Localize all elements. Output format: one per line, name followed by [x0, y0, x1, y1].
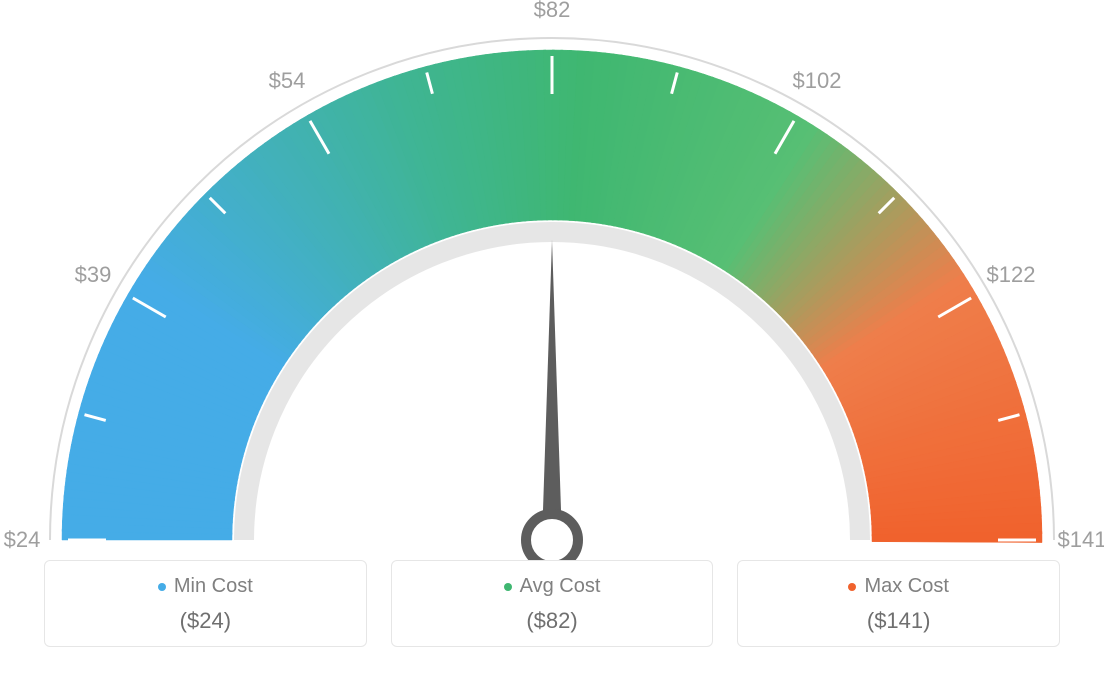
gauge-tick-label: $39	[75, 262, 112, 288]
legend-value-max: ($141)	[738, 608, 1059, 634]
legend-title-min: Min Cost	[158, 575, 253, 598]
gauge-tick-label: $54	[269, 68, 306, 94]
gauge-tick-label: $122	[987, 262, 1036, 288]
gauge-tick-label: $82	[534, 0, 571, 23]
legend-dot-min	[158, 583, 166, 591]
gauge-tick-label: $141	[1058, 527, 1104, 553]
legend-card-max: Max Cost ($141)	[737, 560, 1060, 647]
gauge-chart: $24 $39 $54 $82 $102 $122 $141	[0, 0, 1104, 560]
legend-label-max: Max Cost	[864, 575, 948, 598]
legend-value-min: ($24)	[45, 608, 366, 634]
legend-dot-avg	[504, 583, 512, 591]
legend-label-min: Min Cost	[174, 575, 253, 598]
legend-value-avg: ($82)	[392, 608, 713, 634]
legend-title-max: Max Cost	[848, 575, 948, 598]
legend-label-avg: Avg Cost	[520, 575, 601, 598]
legend-card-avg: Avg Cost ($82)	[391, 560, 714, 647]
legend-row: Min Cost ($24) Avg Cost ($82) Max Cost (…	[0, 560, 1104, 665]
gauge-tick-label: $102	[793, 68, 842, 94]
legend-title-avg: Avg Cost	[504, 575, 601, 598]
gauge-tick-label: $24	[4, 527, 41, 553]
legend-card-min: Min Cost ($24)	[44, 560, 367, 647]
legend-dot-max	[848, 583, 856, 591]
gauge-svg	[0, 0, 1104, 560]
